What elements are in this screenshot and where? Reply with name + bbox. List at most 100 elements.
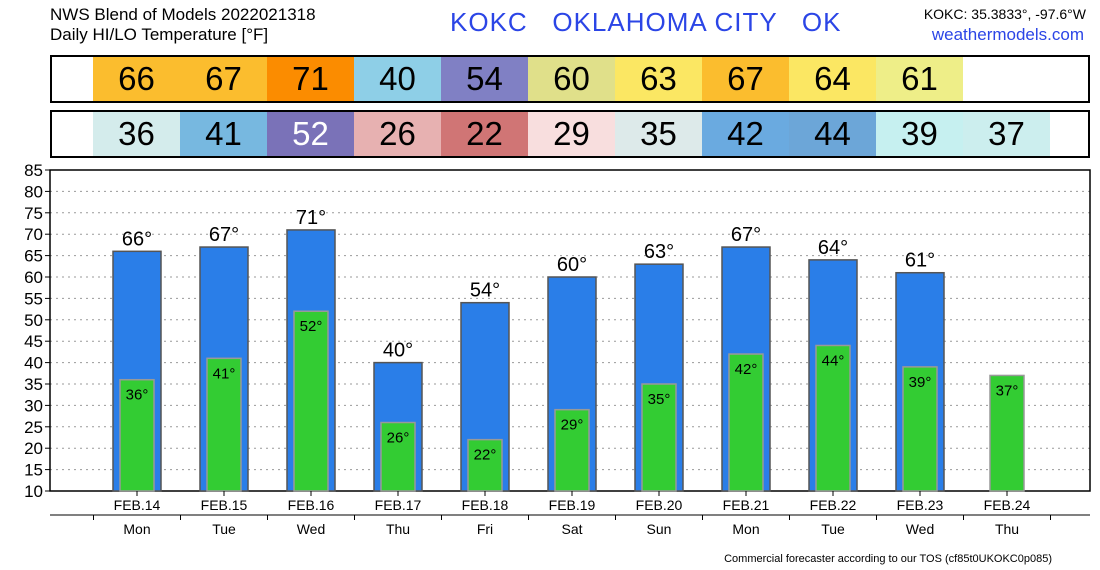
low-bar [380, 421, 416, 492]
high-temp-cell: 63 [615, 57, 702, 101]
x-tick-label: FEB.15 [201, 497, 248, 513]
high-temp-cell: 64 [789, 57, 876, 101]
low-bar-label: 41° [213, 365, 236, 382]
weekday-label: Mon [123, 521, 150, 537]
low-bar [815, 344, 851, 492]
x-tick-label: FEB.18 [462, 497, 509, 513]
high-bar-label: 71° [296, 207, 326, 229]
station-name: KOKC OKLAHOMA CITY OK [450, 7, 842, 37]
low-bar [293, 310, 329, 492]
high-temp-cell: 67 [702, 57, 789, 101]
high-bar-label: 67° [731, 224, 761, 246]
y-tick-label: 80 [24, 182, 43, 201]
weekday-label: Thu [995, 521, 1019, 537]
y-tick-label: 45 [24, 332, 43, 351]
weekday-label: Fri [477, 521, 493, 537]
low-temp-cell: 41 [180, 112, 267, 156]
low-temp-cell: 29 [528, 112, 615, 156]
low-bar-label: 37° [996, 382, 1019, 399]
variable-title: Daily HI/LO Temperature [°F] [50, 25, 269, 44]
low-bar-label: 22° [474, 447, 497, 464]
x-tick-label: FEB.23 [897, 497, 944, 513]
high-bar-label: 67° [209, 224, 239, 246]
low-temp-cell: 36 [93, 112, 180, 156]
high-bar-label: 63° [644, 241, 674, 263]
site-link[interactable]: weathermodels.com [931, 25, 1084, 44]
low-bar-label: 35° [648, 391, 671, 408]
y-tick-label: 85 [24, 161, 43, 180]
x-tick-label: FEB.19 [549, 497, 596, 513]
station-coords: KOKC: 35.3833°, -97.6°W [923, 6, 1086, 22]
high-bar-label: 66° [122, 228, 152, 250]
low-temp-cell: 26 [354, 112, 441, 156]
y-tick-label: 50 [24, 311, 43, 330]
high-bar-label: 64° [818, 237, 848, 259]
high-bar-label: 54° [470, 280, 500, 302]
y-tick-label: 55 [24, 289, 43, 308]
high-bar-label: 60° [557, 254, 587, 276]
x-tick-label: FEB.17 [375, 497, 422, 513]
high-bar-label: 61° [905, 250, 935, 272]
weekday-label: Tue [212, 521, 236, 537]
low-bar [206, 357, 242, 492]
low-bar [902, 366, 938, 492]
y-tick-label: 10 [24, 482, 43, 501]
high-temp-cell: 54 [441, 57, 528, 101]
low-bar-label: 42° [735, 361, 758, 378]
high-temp-cell: 71 [267, 57, 354, 101]
model-title: NWS Blend of Models 2022021318 [50, 5, 316, 24]
high-temperature-strip: 66 67 71 40 54 60 63 67 64 61 [50, 55, 1090, 103]
high-temp-cell: 40 [354, 57, 441, 101]
weekday-label: Wed [906, 521, 935, 537]
y-tick-label: 60 [24, 268, 43, 287]
y-tick-label: 75 [24, 204, 43, 223]
low-temp-cell: 35 [615, 112, 702, 156]
low-temp-cell: 44 [789, 112, 876, 156]
low-bar [554, 408, 590, 492]
low-bar-label: 39° [909, 374, 932, 391]
x-tick-label: FEB.16 [288, 497, 335, 513]
x-tick-label: FEB.22 [810, 497, 857, 513]
y-tick-label: 35 [24, 375, 43, 394]
high-bar-label: 40° [383, 340, 413, 362]
low-bar [989, 374, 1025, 492]
low-bar-label: 26° [387, 430, 410, 447]
high-temp-cell: 67 [180, 57, 267, 101]
high-temp-cell: 61 [876, 57, 963, 101]
low-bar [467, 438, 503, 492]
weekday-label: Sun [647, 521, 672, 537]
y-tick-label: 25 [24, 418, 43, 437]
low-temp-cell: 37 [963, 112, 1050, 156]
low-temp-cell: 42 [702, 112, 789, 156]
x-tick-label: FEB.24 [984, 497, 1031, 513]
y-tick-label: 15 [24, 461, 43, 480]
weekday-label: Tue [821, 521, 845, 537]
low-bar [119, 378, 155, 492]
low-temp-cell: 22 [441, 112, 528, 156]
low-temp-cell: 52 [267, 112, 354, 156]
x-tick-label: FEB.21 [723, 497, 770, 513]
low-bar-label: 52° [300, 318, 323, 335]
low-bar-label: 29° [561, 417, 584, 434]
y-tick-label: 65 [24, 247, 43, 266]
y-tick-label: 20 [24, 439, 43, 458]
weekday-label: Sat [561, 521, 582, 537]
y-tick-label: 70 [24, 225, 43, 244]
weekday-label: Mon [732, 521, 759, 537]
low-bar-label: 36° [126, 387, 149, 404]
low-bar-label: 44° [822, 352, 845, 369]
x-tick-label: FEB.20 [636, 497, 683, 513]
y-tick-label: 30 [24, 396, 43, 415]
high-temp-cell: 66 [93, 57, 180, 101]
low-bar [728, 353, 764, 492]
weekday-label: Thu [386, 521, 410, 537]
low-temp-cell: 39 [876, 112, 963, 156]
weekday-label: Wed [297, 521, 326, 537]
high-temp-cell: 60 [528, 57, 615, 101]
footer-note: Commercial forecaster according to our T… [724, 553, 1052, 565]
x-tick-label: FEB.14 [114, 497, 161, 513]
y-tick-label: 40 [24, 354, 43, 373]
low-temperature-strip: 36 41 52 26 22 29 35 42 44 39 37 [50, 110, 1090, 158]
low-bar [641, 383, 677, 492]
